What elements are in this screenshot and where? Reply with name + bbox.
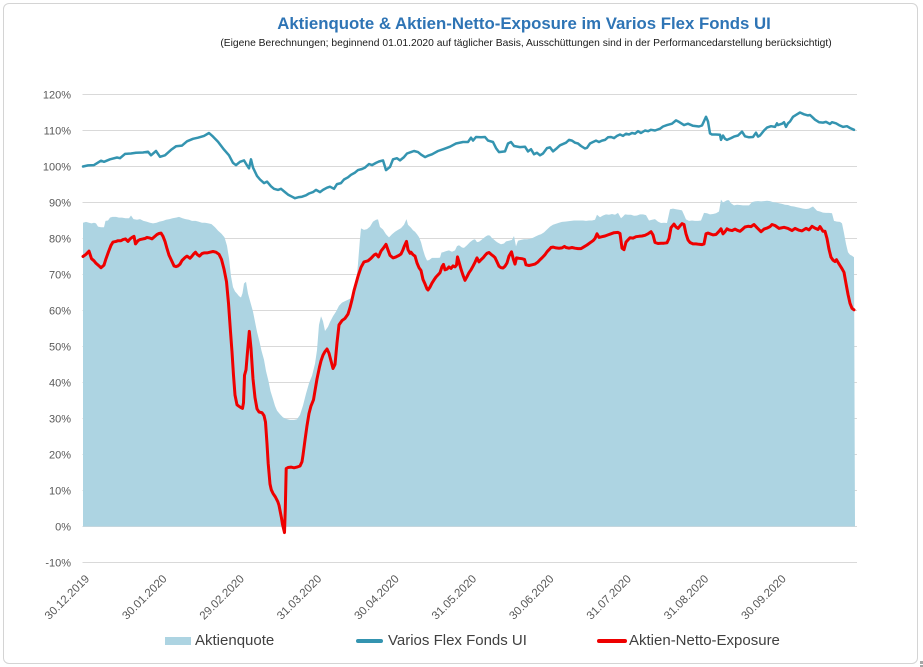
svg-text:30.04.2020: 30.04.2020 — [353, 573, 402, 622]
svg-text:-10%: -10% — [45, 558, 71, 570]
svg-text:29.02.2020: 29.02.2020 — [198, 573, 247, 622]
svg-text:60%: 60% — [49, 306, 71, 318]
svg-text:30.09.2020: 30.09.2020 — [740, 573, 789, 622]
svg-text:10%: 10% — [49, 486, 71, 498]
svg-text:30.01.2020: 30.01.2020 — [120, 573, 169, 622]
svg-text:120%: 120% — [43, 90, 71, 102]
svg-text:90%: 90% — [49, 198, 71, 210]
svg-text:30.12.2019: 30.12.2019 — [43, 573, 92, 622]
svg-text:31.05.2020: 31.05.2020 — [430, 573, 479, 622]
svg-text:31.08.2020: 31.08.2020 — [662, 573, 711, 622]
svg-text:100%: 100% — [43, 162, 71, 174]
svg-text:30%: 30% — [49, 414, 71, 426]
svg-text:40%: 40% — [49, 378, 71, 390]
svg-text:0%: 0% — [55, 522, 71, 534]
svg-text:80%: 80% — [49, 234, 71, 246]
svg-text:50%: 50% — [49, 342, 71, 354]
svg-text:31.03.2020: 31.03.2020 — [275, 573, 324, 622]
svg-text:70%: 70% — [49, 270, 71, 282]
svg-text:30.06.2020: 30.06.2020 — [507, 573, 556, 622]
svg-text:31.07.2020: 31.07.2020 — [585, 573, 634, 622]
svg-text:110%: 110% — [44, 126, 72, 138]
svg-text:20%: 20% — [49, 450, 71, 462]
